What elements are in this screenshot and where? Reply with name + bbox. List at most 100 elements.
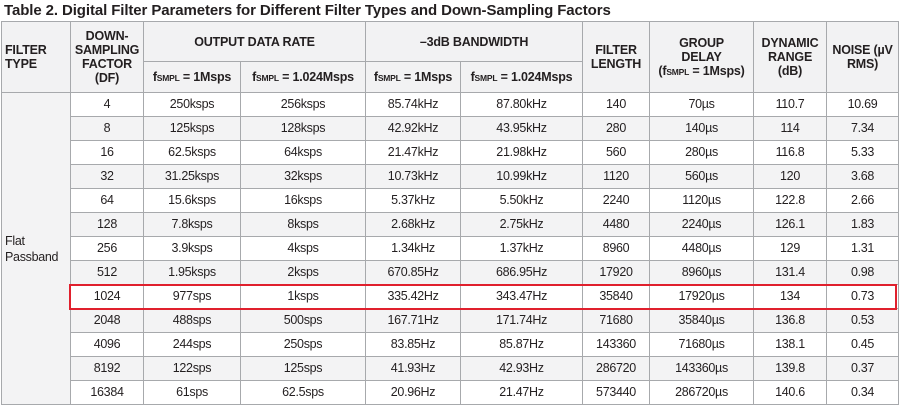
- table-cell: 244sps: [143, 332, 241, 357]
- table-cell: 8192: [70, 356, 144, 381]
- table-cell: 122sps: [143, 356, 241, 381]
- table-cell: 7.34: [826, 116, 900, 141]
- table-cell: 116.8: [753, 140, 828, 165]
- table-cell: 2240: [582, 188, 651, 213]
- table-cell: 21.47kHz: [365, 140, 462, 165]
- table-cell: 21.47Hz: [460, 380, 584, 405]
- table-cell: 17920: [582, 260, 651, 285]
- table-cell: 110.7: [753, 92, 828, 117]
- table-cell: 16ksps: [239, 188, 367, 213]
- table-cell: 114: [753, 116, 828, 141]
- header-bw-1msps: fSMPL = 1Msps: [365, 61, 462, 93]
- table-cell: 686.95Hz: [460, 260, 584, 285]
- table-row: Flat Passband 4 250ksps 256ksps 85.74kHz 87.80…: [1, 92, 900, 405]
- table-row: 256 3.9ksps 4ksps 1.34kHz 1.37kHz 8960 4480µs 1…: [2, 236, 900, 261]
- table-title: Table 2. Digital Filter Parameters for D…: [4, 2, 611, 19]
- table-cell: 1.83: [826, 212, 900, 237]
- table-cell: 256ksps: [239, 92, 367, 117]
- table-row: 16384 61sps 62.5sps 20.96Hz 21.47Hz 573440 286…: [2, 380, 900, 405]
- table-cell: 140: [582, 92, 651, 117]
- table-cell: 35840µs: [649, 308, 755, 333]
- table-cell: 16384: [70, 380, 144, 405]
- table-cell: 64ksps: [239, 140, 367, 165]
- table-cell: 286720µs: [649, 380, 755, 405]
- table-cell: 1.31: [826, 236, 900, 261]
- table-cell: 1120: [582, 164, 651, 189]
- table-cell: 43.95kHz: [460, 116, 584, 141]
- table-cell: 32ksps: [239, 164, 367, 189]
- table-cell: 138.1: [753, 332, 828, 357]
- table-cell: 286720: [582, 356, 651, 381]
- table-cell: 0.73: [826, 284, 900, 309]
- table-cell: 670.85Hz: [365, 260, 462, 285]
- table-cell: 8960µs: [649, 260, 755, 285]
- table-cell: 0.45: [826, 332, 900, 357]
- table-cell: 250ksps: [143, 92, 241, 117]
- table-cell: 1ksps: [239, 284, 367, 309]
- table-cell: 2240µs: [649, 212, 755, 237]
- table-cell: 573440: [582, 380, 651, 405]
- header-output-data-rate: OUTPUT DATA RATE: [142, 21, 367, 62]
- header-group-delay: GROUP DELAY (fSMPL = 1Msps): [649, 21, 755, 93]
- table-cell: 4480µs: [649, 236, 755, 261]
- table-cell: 62.5ksps: [143, 140, 241, 165]
- table-cell: 4096: [70, 332, 144, 357]
- table-cell: 134: [753, 284, 828, 309]
- header-dynamic-range: DYNAMIC RANGE (dB): [753, 21, 828, 93]
- table-cell: 128: [70, 212, 144, 237]
- table-cell: 17920µs: [649, 284, 755, 309]
- table-cell: 167.71Hz: [365, 308, 462, 333]
- table-cell: 31.25ksps: [143, 164, 241, 189]
- table-cell: 35840: [582, 284, 651, 309]
- table-cell: 140µs: [649, 116, 755, 141]
- header-down-sampling-factor: DOWN- SAMPLING FACTOR (DF): [70, 21, 144, 93]
- table-cell: 129: [753, 236, 828, 261]
- table-cell: 2.75kHz: [460, 212, 584, 237]
- table-cell: 122.8: [753, 188, 828, 213]
- table-cell: 10.69: [826, 92, 900, 117]
- table-cell: 10.99kHz: [460, 164, 584, 189]
- table-cell: 42.92kHz: [365, 116, 462, 141]
- table-cell: 20.96Hz: [365, 380, 462, 405]
- table-cell: 4ksps: [239, 236, 367, 261]
- table-cell: 0.53: [826, 308, 900, 333]
- filter-parameters-table: FILTER TYPE DOWN- SAMPLING FACTOR (DF) OUTPU…: [1, 21, 900, 405]
- table-cell: 1120µs: [649, 188, 755, 213]
- table-row: 128 7.8ksps 8ksps 2.68kHz 2.75kHz 4480 2240µs 1…: [2, 212, 900, 237]
- table-cell: 139.8: [753, 356, 828, 381]
- table-cell: 32: [70, 164, 144, 189]
- table-cell: 85.74kHz: [365, 92, 462, 117]
- table-cell: 280µs: [649, 140, 755, 165]
- table-row: 32 31.25ksps 32ksps 10.73kHz 10.99kHz 1120 560…: [2, 164, 900, 189]
- header-noise: NOISE (µV RMS): [826, 21, 900, 93]
- table-cell: 125sps: [239, 356, 367, 381]
- table-cell: 61sps: [143, 380, 241, 405]
- table-cell: 500sps: [239, 308, 367, 333]
- table-cell: 256: [70, 236, 144, 261]
- table-cell: 1.95ksps: [143, 260, 241, 285]
- table-cell: 1.34kHz: [365, 236, 462, 261]
- table-cell: 85.87Hz: [460, 332, 584, 357]
- table-cell: 977sps: [143, 284, 241, 309]
- table-cell: 2048: [70, 308, 144, 333]
- table-cell: 2ksps: [239, 260, 367, 285]
- table-cell: 280: [582, 116, 651, 141]
- table-cell: 70µs: [649, 92, 755, 117]
- table-cell: 3.9ksps: [143, 236, 241, 261]
- header-odr-1msps: fSMPL = 1Msps: [143, 61, 241, 93]
- table-cell: 8ksps: [239, 212, 367, 237]
- header-odr-1024msps: fSMPL = 1.024Msps: [239, 61, 367, 93]
- table-cell: 343.47Hz: [460, 284, 584, 309]
- table-cell: 136.8: [753, 308, 828, 333]
- table-cell: 1.37kHz: [460, 236, 584, 261]
- header-filter-type: FILTER TYPE: [1, 21, 71, 93]
- table-row: 8 125ksps 128ksps 42.92kHz 43.95kHz 280 140µs 1…: [2, 116, 900, 141]
- table-cell: 560: [582, 140, 651, 165]
- table-cell: 16: [70, 140, 144, 165]
- table-cell: 15.6ksps: [143, 188, 241, 213]
- table-cell: 335.42Hz: [365, 284, 462, 309]
- table-cell: 4: [70, 92, 144, 117]
- table-cell: 250sps: [239, 332, 367, 357]
- table-row: 2048 488sps 500sps 167.71Hz 171.74Hz 71680 358…: [2, 308, 900, 333]
- table-body: Flat Passband 4 250ksps 256ksps 85.74kHz 87.80…: [1, 92, 900, 405]
